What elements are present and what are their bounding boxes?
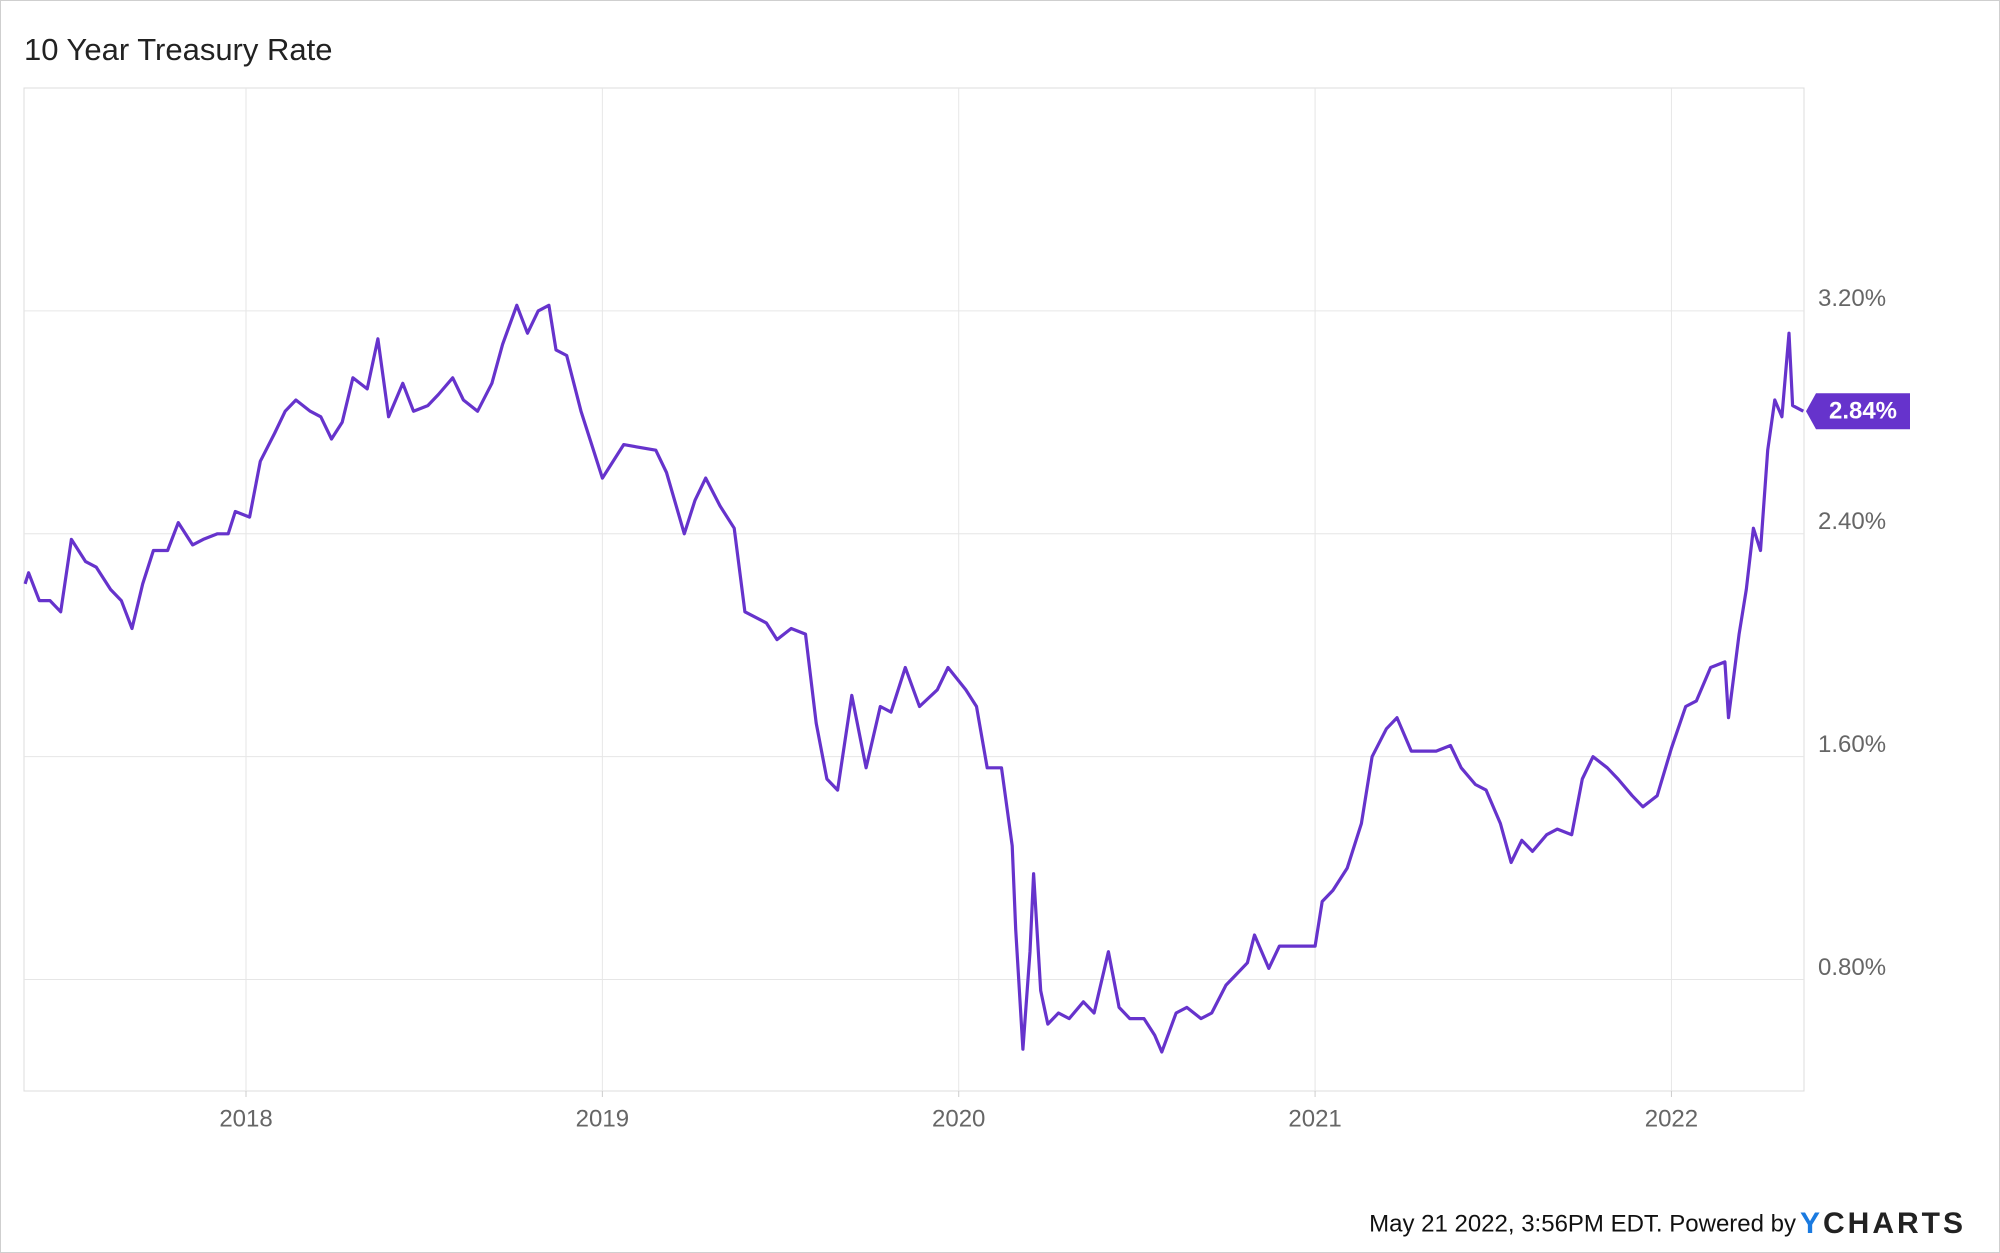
chart-title: 10 Year Treasury Rate: [24, 32, 332, 67]
x-tick-label: 2020: [932, 1105, 985, 1132]
x-tick-label: 2018: [219, 1105, 272, 1132]
logo: YCHARTS: [1800, 1207, 1966, 1240]
y-tick-label: 1.60%: [1818, 731, 1886, 758]
x-tick-label: 2019: [576, 1105, 629, 1132]
x-tick-label: 2021: [1288, 1105, 1341, 1132]
last-value-tag: [1806, 393, 1910, 430]
y-tick-label: 2.40%: [1818, 508, 1886, 535]
grid: [24, 88, 1804, 1091]
plot-area: [23, 87, 1805, 1092]
y-tick-label: 3.20%: [1818, 285, 1886, 312]
last-value-label: 2.84%: [1829, 398, 1897, 425]
logo-part: Y: [1800, 1207, 1823, 1240]
y-tick-label: 0.80%: [1818, 954, 1886, 981]
line-series: [23, 303, 1805, 1054]
x-tick-label: 2022: [1645, 1105, 1698, 1132]
source-note: May 21 2022, 3:56PM EDT. Powered by: [1369, 1210, 1796, 1237]
logo-part: CHARTS: [1823, 1207, 1966, 1240]
